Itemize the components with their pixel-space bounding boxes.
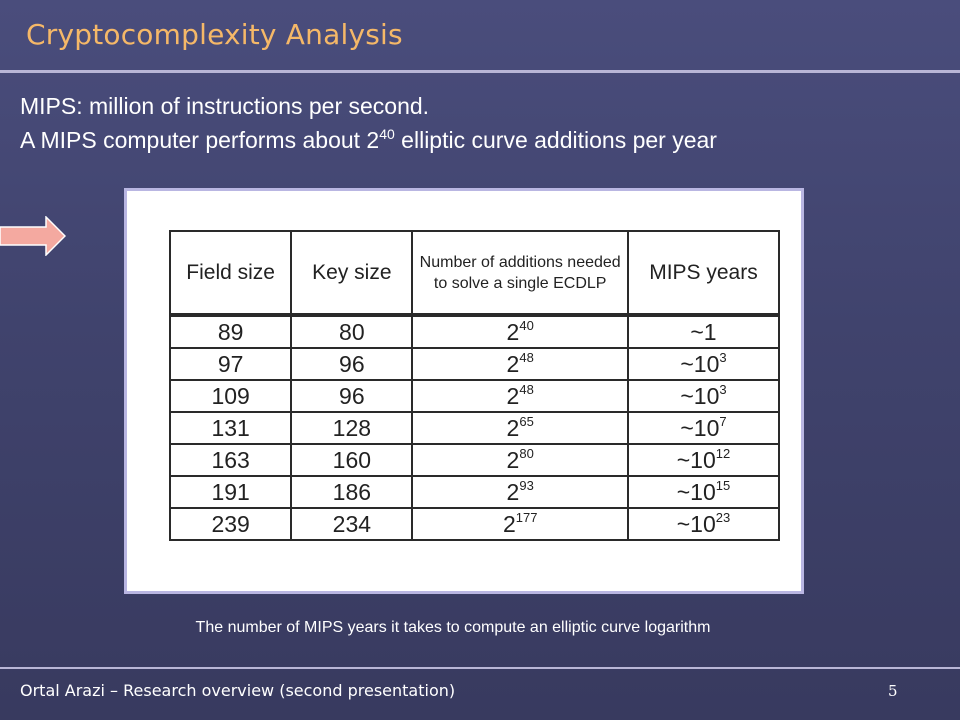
header-key-size: Key size — [290, 230, 414, 316]
table-row: 97 96 248 ~103 — [168, 347, 781, 381]
table-row: 163 160 280 ~1012 — [168, 443, 781, 477]
intro-line-pre: A MIPS computer performs about 2 — [20, 127, 380, 153]
cell-mips-years: ~1012 — [626, 443, 781, 477]
ecdlp-complexity-table: Field size Key size Number of additions … — [168, 230, 781, 541]
cell-field-size: 191 — [168, 475, 293, 509]
cell-field-size: 109 — [168, 379, 293, 413]
cell-key-size: 128 — [290, 411, 414, 445]
cell-key-size: 96 — [290, 379, 414, 413]
cell-key-size: 234 — [290, 507, 414, 541]
cell-field-size: 163 — [168, 443, 293, 477]
cell-key-size: 80 — [290, 313, 414, 349]
cell-mips-years: ~103 — [626, 379, 781, 413]
cell-field-size: 97 — [168, 347, 293, 381]
cell-key-size: 160 — [290, 443, 414, 477]
table-row: 239 234 2177 ~1023 — [168, 507, 781, 541]
footer-divider — [0, 667, 960, 669]
page-number: 5 — [888, 682, 898, 700]
cell-field-size: 239 — [168, 507, 293, 541]
header-mips-years: MIPS years — [626, 230, 781, 316]
table-header-row: Field size Key size Number of additions … — [168, 230, 781, 316]
cell-key-size: 96 — [290, 347, 414, 381]
cell-key-size: 186 — [290, 475, 414, 509]
header-field-size: Field size — [168, 230, 293, 316]
table-row: 109 96 248 ~103 — [168, 379, 781, 413]
right-arrow-icon — [0, 216, 66, 256]
cell-additions: 265 — [411, 411, 629, 445]
table-row: 191 186 293 ~1015 — [168, 475, 781, 509]
cell-mips-years: ~1 — [626, 313, 781, 349]
cell-additions: 293 — [411, 475, 629, 509]
table-caption: The number of MIPS years it takes to com… — [195, 619, 711, 636]
intro-exponent: 40 — [379, 126, 395, 142]
cell-mips-years: ~1023 — [626, 507, 781, 541]
cell-additions: 280 — [411, 443, 629, 477]
title-divider — [0, 70, 960, 73]
intro-line-additions: A MIPS computer performs about 240 ellip… — [20, 123, 717, 157]
table-row: 89 80 240 ~1 — [168, 313, 781, 349]
cell-additions: 240 — [411, 313, 629, 349]
slide-title: Cryptocomplexity Analysis — [26, 18, 403, 51]
intro-text: MIPS: million of instructions per second… — [20, 89, 717, 157]
cell-mips-years: ~1015 — [626, 475, 781, 509]
cell-field-size: 131 — [168, 411, 293, 445]
cell-additions: 2177 — [411, 507, 629, 541]
cell-additions: 248 — [411, 379, 629, 413]
footer-presentation-title: Ortal Arazi – Research overview (second … — [20, 681, 456, 700]
cell-mips-years: ~107 — [626, 411, 781, 445]
table-row: 131 128 265 ~107 — [168, 411, 781, 445]
cell-additions: 248 — [411, 347, 629, 381]
cell-field-size: 89 — [168, 313, 293, 349]
cell-mips-years: ~103 — [626, 347, 781, 381]
intro-line-mips-definition: MIPS: million of instructions per second… — [20, 93, 430, 119]
intro-line-post: elliptic curve additions per year — [394, 127, 717, 153]
table-image-frame: Field size Key size Number of additions … — [124, 188, 804, 594]
header-number-of-additions: Number of additions needed to solve a si… — [411, 230, 629, 316]
